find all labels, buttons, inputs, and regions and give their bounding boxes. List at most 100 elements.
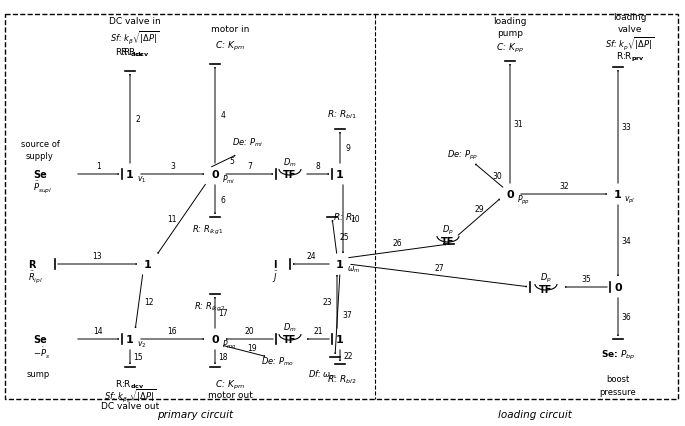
Text: 25: 25 (340, 233, 349, 242)
Text: boost: boost (606, 374, 630, 383)
Text: supply: supply (26, 152, 54, 161)
Text: $v_2$: $v_2$ (137, 339, 147, 349)
Text: 14: 14 (94, 327, 103, 336)
Text: De: $P_{mi}$: De: $P_{mi}$ (232, 136, 264, 149)
Text: $\ddot{R}_{ipl}$: $\ddot{R}_{ipl}$ (28, 269, 43, 285)
Text: source of: source of (21, 140, 60, 149)
Text: 30: 30 (492, 172, 502, 181)
Text: 37: 37 (342, 310, 352, 319)
Text: 29: 29 (474, 205, 484, 214)
Text: $\ddot{P}_{supl}$: $\ddot{P}_{supl}$ (33, 180, 52, 196)
Text: 20: 20 (245, 327, 254, 336)
Text: 4: 4 (221, 111, 225, 120)
Text: pressure: pressure (599, 388, 636, 397)
Text: R: $R_f$: R: $R_f$ (334, 211, 357, 224)
Text: 1: 1 (336, 334, 344, 344)
Text: motor in: motor in (211, 26, 249, 35)
Text: 33: 33 (621, 123, 631, 132)
Text: 21: 21 (313, 327, 323, 336)
Text: 0: 0 (211, 334, 219, 344)
Text: 0: 0 (614, 282, 622, 292)
Text: 1: 1 (336, 170, 344, 180)
Text: Df: $\omega_m$: Df: $\omega_m$ (308, 368, 338, 380)
Text: $P_{mi}$: $P_{mi}$ (222, 173, 235, 186)
Text: 13: 13 (92, 252, 102, 261)
Text: $v_{pl}$: $v_{pl}$ (624, 194, 636, 205)
Text: 22: 22 (343, 351, 353, 360)
Text: R:R$_{\mathbf{dcv}}$: R:R$_{\mathbf{dcv}}$ (115, 378, 145, 390)
Text: 2: 2 (136, 115, 140, 124)
Text: Sf: $k_p\sqrt{|\Delta P|}$: Sf: $k_p\sqrt{|\Delta P|}$ (606, 36, 655, 52)
Text: 26: 26 (393, 239, 402, 248)
Text: C: $K_{pm}$: C: $K_{pm}$ (215, 39, 245, 52)
Text: 27: 27 (434, 263, 444, 272)
Text: primary circuit: primary circuit (157, 409, 233, 419)
Text: C: $K_{pm}$: C: $K_{pm}$ (215, 377, 245, 391)
Text: TF: TF (284, 170, 297, 180)
Text: $\omega_m$: $\omega_m$ (347, 264, 360, 275)
Text: Sf: $k_{\beta_o}\sqrt{|\Delta P|}$: Sf: $k_{\beta_o}\sqrt{|\Delta P|}$ (104, 387, 156, 403)
Text: R: R (28, 259, 36, 269)
Text: loading: loading (613, 14, 647, 23)
Text: 10: 10 (350, 215, 360, 224)
Text: 0: 0 (211, 170, 219, 180)
Text: 36: 36 (621, 313, 631, 322)
Text: loading: loading (493, 17, 527, 26)
Text: TF: TF (539, 284, 553, 294)
Text: DC valve out: DC valve out (101, 402, 159, 411)
Text: valve: valve (618, 26, 643, 35)
Text: R: $R_{lkg\,2}$: R: $R_{lkg\,2}$ (194, 300, 226, 313)
Text: R:R$_{\mathbf{prv}}$: R:R$_{\mathbf{prv}}$ (616, 50, 645, 63)
Text: De: $P_{pp}$: De: $P_{pp}$ (447, 148, 479, 161)
Text: 1: 1 (126, 334, 134, 344)
Text: $D_m$: $D_m$ (283, 321, 297, 334)
Text: $D_p$: $D_p$ (540, 271, 552, 284)
Text: R: $R_{bl2}$: R: $R_{bl2}$ (327, 373, 357, 386)
Text: $D_p$: $D_p$ (442, 223, 454, 236)
Text: 16: 16 (168, 327, 177, 336)
Text: 1: 1 (144, 259, 152, 269)
Text: 1: 1 (614, 190, 622, 199)
Text: TF: TF (284, 334, 297, 344)
Text: 3: 3 (170, 162, 175, 171)
Text: TF: TF (441, 236, 455, 246)
Text: $D_m$: $D_m$ (283, 156, 297, 169)
Text: $-\dot{P}_s$: $-\dot{P}_s$ (33, 345, 50, 360)
Text: 15: 15 (133, 353, 142, 362)
Text: 35: 35 (581, 275, 591, 284)
Text: 34: 34 (621, 236, 631, 245)
Text: motor out: motor out (208, 391, 253, 400)
Text: C: $K_{pp}$: C: $K_{pp}$ (496, 41, 524, 55)
Text: 12: 12 (145, 297, 153, 306)
Text: 32: 32 (559, 182, 569, 191)
Text: 5: 5 (229, 157, 234, 166)
Text: sump: sump (27, 370, 49, 379)
Text: R: $R_{bl1}$: R: $R_{bl1}$ (327, 109, 357, 121)
Text: R:R$_{\bf dcv}$: R:R$_{\bf dcv}$ (121, 46, 150, 59)
Text: 1: 1 (336, 259, 344, 269)
Text: $P_{pp}$: $P_{pp}$ (517, 193, 530, 206)
Text: pump: pump (497, 29, 523, 38)
Text: 8: 8 (316, 162, 321, 171)
Text: 17: 17 (219, 308, 228, 317)
Text: $P_{mo}$: $P_{mo}$ (222, 338, 237, 351)
Text: 0: 0 (506, 190, 514, 199)
Text: I: I (273, 259, 277, 269)
Text: R:R$_{\mathbf{dcv}}$: R:R$_{\mathbf{dcv}}$ (115, 46, 145, 59)
Text: 23: 23 (322, 297, 332, 306)
Text: 9: 9 (345, 144, 351, 153)
Text: loading circuit: loading circuit (498, 409, 572, 419)
Text: Se: Se (33, 170, 47, 180)
Text: 18: 18 (219, 353, 227, 362)
Text: $v_1$: $v_1$ (137, 174, 147, 185)
Text: DC valve in: DC valve in (109, 17, 161, 26)
Text: $\ddot{J}$: $\ddot{J}$ (272, 268, 278, 284)
Text: 19: 19 (248, 344, 258, 353)
Text: 1: 1 (126, 170, 134, 180)
Text: De: $P_{mo}$: De: $P_{mo}$ (262, 355, 295, 367)
Text: R: $R_{lkg\,1}$: R: $R_{lkg\,1}$ (192, 223, 224, 236)
Text: 7: 7 (247, 162, 252, 171)
Text: 11: 11 (166, 215, 176, 224)
Text: 6: 6 (221, 196, 225, 204)
Text: Sf: $k_{\beta}\sqrt{|\Delta P|}$: Sf: $k_{\beta}\sqrt{|\Delta P|}$ (110, 30, 160, 46)
